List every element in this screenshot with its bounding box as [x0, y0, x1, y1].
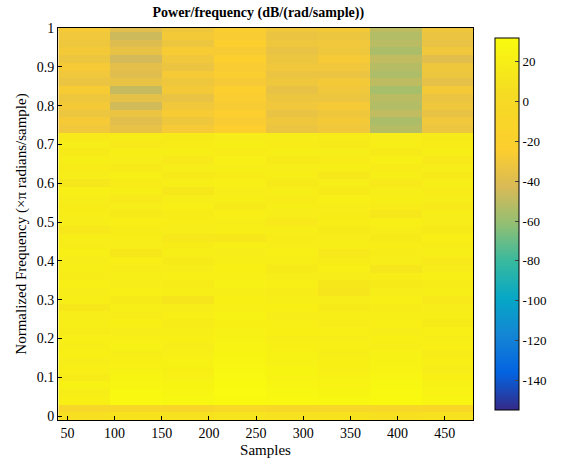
- svg-text:0.1: 0.1: [37, 370, 55, 385]
- svg-text:1: 1: [47, 21, 54, 36]
- svg-text:0.7: 0.7: [37, 137, 55, 152]
- svg-text:150: 150: [151, 426, 172, 441]
- svg-text:0.9: 0.9: [37, 60, 55, 75]
- svg-text:20: 20: [523, 54, 536, 69]
- svg-text:0.2: 0.2: [37, 331, 55, 346]
- svg-text:400: 400: [387, 426, 408, 441]
- svg-text:50: 50: [60, 426, 74, 441]
- svg-text:0.5: 0.5: [37, 215, 55, 230]
- svg-text:250: 250: [246, 426, 267, 441]
- svg-text:0.6: 0.6: [37, 176, 55, 191]
- svg-text:450: 450: [434, 426, 455, 441]
- svg-text:200: 200: [198, 426, 219, 441]
- svg-text:-140: -140: [523, 373, 547, 388]
- svg-text:-40: -40: [523, 174, 540, 189]
- svg-text:-80: -80: [523, 253, 540, 268]
- svg-text:0.3: 0.3: [37, 293, 55, 308]
- svg-text:-20: -20: [523, 134, 540, 149]
- svg-text:0.4: 0.4: [37, 254, 55, 269]
- svg-text:-100: -100: [523, 293, 547, 308]
- svg-text:100: 100: [104, 426, 125, 441]
- svg-text:-60: -60: [523, 214, 540, 229]
- svg-text:350: 350: [340, 426, 361, 441]
- svg-text:0: 0: [523, 94, 530, 109]
- svg-text:0.8: 0.8: [37, 99, 55, 114]
- svg-text:Normalized Frequency (×π radia: Normalized Frequency (×π radians/sample): [13, 93, 30, 354]
- svg-text:Samples: Samples: [240, 442, 291, 458]
- svg-text:-120: -120: [523, 333, 547, 348]
- svg-text:Power/frequency (dB/(rad/sampl: Power/frequency (dB/(rad/sample)): [152, 5, 364, 21]
- svg-text:300: 300: [293, 426, 314, 441]
- svg-text:0: 0: [47, 409, 54, 424]
